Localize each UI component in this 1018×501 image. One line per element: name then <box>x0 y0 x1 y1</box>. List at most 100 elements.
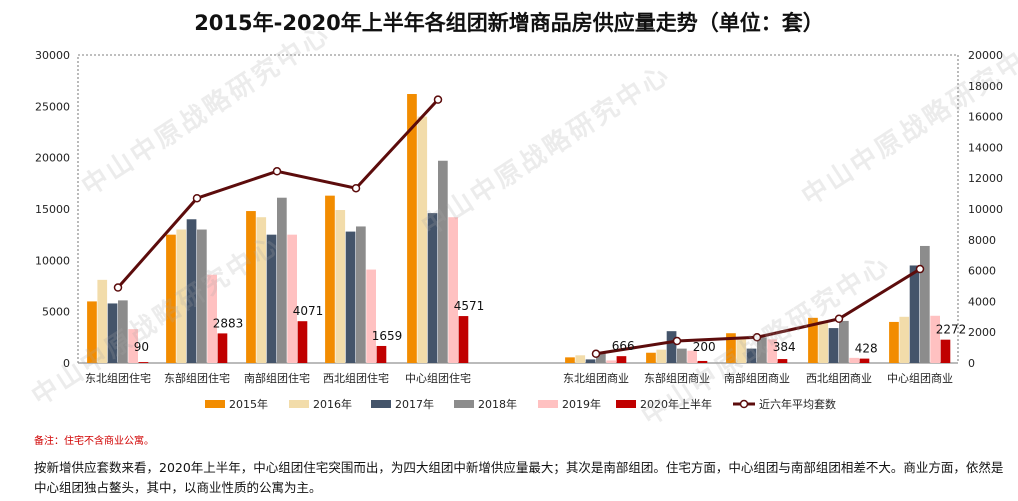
data-label: 666 <box>612 339 635 353</box>
line-point <box>192 193 202 203</box>
bar-2019年 <box>930 315 940 363</box>
bar-2018年 <box>277 197 287 363</box>
bar-2016年 <box>575 355 586 363</box>
bar-2019年 <box>366 269 376 363</box>
legend-swatch <box>289 400 309 408</box>
legend-swatch <box>454 400 474 408</box>
bar-2017年 <box>107 303 118 363</box>
left-tick-label: 5000 <box>42 306 70 319</box>
category-label: 南部组团商业 <box>724 371 790 385</box>
bar-2019年 <box>128 329 138 363</box>
line-point <box>915 264 925 274</box>
legend-label: 2018年 <box>478 397 517 411</box>
data-label: 428 <box>855 342 878 356</box>
bar-2020年上半年 <box>940 339 951 363</box>
bar-2015年 <box>726 333 736 363</box>
category-label: 西北组团住宅 <box>323 371 389 385</box>
bar-2019年 <box>448 217 458 363</box>
legend-line-marker <box>739 399 749 409</box>
left-tick-label: 10000 <box>35 254 70 267</box>
chart-title: 2015年-2020年上半年各组团新增商品房供应量走势（单位：套） <box>194 11 824 35</box>
right-tick-label: 8000 <box>968 234 996 247</box>
bar-2016年 <box>335 210 346 363</box>
right-tick-label: 16000 <box>968 111 1003 124</box>
bar-2017年 <box>345 231 356 363</box>
legend-swatch <box>538 400 558 408</box>
right-tick-label: 2000 <box>968 326 996 339</box>
data-label: 2272 <box>936 323 967 337</box>
left-tick-label: 25000 <box>35 100 70 113</box>
category-label: 南部组团住宅 <box>244 371 310 385</box>
left-tick-label: 20000 <box>35 152 70 165</box>
data-label: 4571 <box>454 299 485 313</box>
category-label: 东北组团住宅 <box>85 371 151 385</box>
bar-2016年 <box>818 320 829 363</box>
data-label: 1659 <box>372 329 403 343</box>
right-tick-label: 6000 <box>968 265 996 278</box>
bar-2020年上半年 <box>697 360 708 363</box>
bar-2020年上半年 <box>138 362 149 363</box>
footnote: 备注：住宅不含商业公寓。 <box>34 436 154 447</box>
bar-2019年 <box>849 357 859 363</box>
category-label: 中心组团商业 <box>887 371 953 385</box>
bar-2019年 <box>687 350 697 363</box>
line-point <box>351 183 361 193</box>
chart: 2015年-2020年上半年各组团新增商品房供应量走势（单位：套） 0 5000 1… <box>35 11 1003 411</box>
bar-2016年 <box>417 116 428 363</box>
bar-2020年上半年 <box>777 359 788 363</box>
bar-2017年 <box>427 213 438 363</box>
legend-label: 近六年平均套数 <box>759 397 836 411</box>
bar-2015年 <box>246 211 256 363</box>
line-point <box>113 283 123 292</box>
legend-swatch <box>205 400 225 408</box>
bar-2018年 <box>757 337 767 363</box>
bar-2020年上半年 <box>376 345 387 363</box>
bar-2018年 <box>197 229 207 363</box>
legend-label: 2020年上半年 <box>640 397 712 411</box>
bar-2015年 <box>407 94 417 363</box>
bar-2015年 <box>808 317 818 363</box>
bar-2020年上半年 <box>616 356 627 363</box>
legend-label: 2016年 <box>313 397 352 411</box>
bar-2018年 <box>677 348 687 363</box>
data-label: 200 <box>693 340 716 354</box>
bar-2016年 <box>736 337 747 363</box>
category-label: 东部组团商业 <box>644 371 710 385</box>
bar-2017年 <box>666 331 677 363</box>
legend-label: 2015年 <box>229 397 268 411</box>
bar-2020年上半年 <box>217 333 228 363</box>
right-tick-label: 18000 <box>968 80 1003 93</box>
left-tick-label: 15000 <box>35 203 70 216</box>
left-tick-label: 30000 <box>35 49 70 62</box>
bar-2018年 <box>839 320 849 363</box>
bar-2016年 <box>899 316 910 363</box>
line-point <box>272 167 282 176</box>
left-tick-label: 0 <box>63 357 70 370</box>
right-tick-label: 14000 <box>968 141 1003 154</box>
bar-2018年 <box>356 226 366 363</box>
bar-2018年 <box>118 300 128 363</box>
bar-2018年 <box>596 352 606 363</box>
category-label: 东北组团商业 <box>563 371 629 385</box>
line-point <box>752 333 762 342</box>
data-label: 90 <box>134 340 149 354</box>
category-label: 东部组团住宅 <box>164 371 230 385</box>
right-tick-label: 4000 <box>968 295 996 308</box>
bar-2017年 <box>585 359 596 363</box>
bar-2019年 <box>606 360 616 363</box>
data-label: 2883 <box>213 316 244 330</box>
bar-2017年 <box>909 265 920 363</box>
line-point <box>591 349 601 359</box>
bar-2015年 <box>889 321 899 363</box>
line-point <box>433 95 443 104</box>
legend-swatch <box>371 400 391 408</box>
bar-2015年 <box>166 234 176 363</box>
data-label: 384 <box>773 340 796 354</box>
bar-2019年 <box>287 234 297 363</box>
bar-2018年 <box>438 160 448 363</box>
bar-2019年 <box>767 339 777 363</box>
bar-2015年 <box>565 357 575 363</box>
bar-2019年 <box>207 274 217 363</box>
right-tick-label: 20000 <box>968 49 1003 62</box>
bar-2017年 <box>266 234 277 363</box>
